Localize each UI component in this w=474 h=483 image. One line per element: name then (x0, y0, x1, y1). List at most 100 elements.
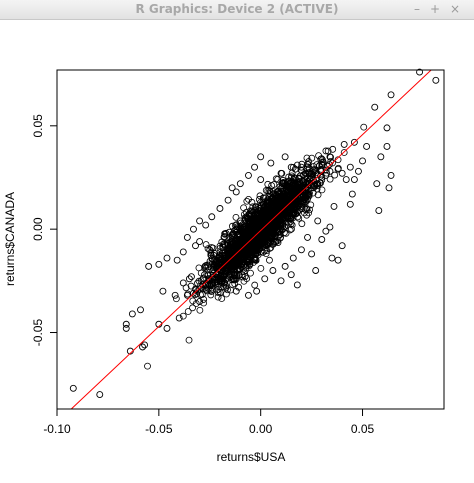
data-point (306, 189, 313, 197)
data-point (253, 237, 261, 244)
data-point (285, 219, 293, 227)
data-point (272, 175, 280, 183)
data-point (298, 167, 306, 174)
data-point (184, 290, 192, 298)
data-point (432, 76, 440, 84)
data-point (300, 209, 308, 217)
data-point (273, 228, 281, 236)
data-point (209, 255, 216, 262)
data-point (281, 197, 289, 204)
data-point (227, 286, 235, 294)
data-point (200, 299, 208, 307)
data-point (318, 236, 326, 243)
data-point (172, 295, 180, 303)
data-point (251, 251, 259, 259)
data-point (175, 314, 183, 322)
data-point (288, 202, 295, 210)
data-point (267, 159, 275, 167)
data-point (319, 156, 326, 164)
data-point (243, 197, 251, 205)
data-point (270, 197, 278, 204)
data-point (326, 161, 333, 168)
data-point (202, 241, 210, 248)
data-point (196, 238, 204, 246)
data-point (334, 164, 342, 172)
data-point (281, 262, 289, 270)
data-point (204, 245, 212, 253)
data-point (288, 185, 296, 193)
data-point (306, 206, 313, 214)
close-button[interactable]: × (449, 2, 461, 16)
data-point (196, 217, 204, 225)
data-point (189, 297, 197, 305)
data-point (297, 246, 305, 254)
data-point (317, 165, 325, 173)
data-point (270, 221, 278, 229)
data-point (375, 207, 383, 215)
data-point (208, 244, 215, 251)
data-point (207, 291, 215, 299)
data-point (245, 171, 252, 179)
data-point (314, 182, 321, 189)
data-point (264, 226, 272, 234)
data-point (96, 391, 104, 398)
data-point (278, 180, 286, 187)
y-axis-label: returns$CANADA (3, 192, 17, 286)
data-point (232, 188, 240, 196)
data-point (387, 171, 395, 179)
data-point (294, 187, 302, 194)
regression-line (70, 69, 432, 410)
data-point (416, 68, 424, 76)
data-point (217, 256, 225, 264)
data-point (163, 254, 171, 262)
data-point (266, 256, 273, 264)
data-point (242, 246, 250, 254)
data-point (144, 362, 151, 370)
data-point (128, 310, 136, 318)
plot-frame (56, 69, 445, 410)
data-point (298, 220, 306, 228)
plot-area: -0.10 -0.05 0.00 0.05 -0.05 0.00 0.05 returns… (0, 20, 474, 479)
dense-cloud-layer (144, 123, 368, 370)
data-point (303, 170, 311, 178)
data-point (196, 306, 204, 314)
data-point (257, 264, 265, 272)
data-point (242, 230, 250, 238)
data-point (318, 186, 326, 194)
maximize-button[interactable]: + (429, 2, 441, 16)
data-point (208, 284, 216, 292)
data-point (331, 171, 339, 179)
data-point (204, 263, 212, 271)
data-point (277, 277, 285, 285)
data-point (215, 286, 222, 293)
data-point (238, 256, 245, 264)
data-point (272, 195, 280, 203)
data-point (219, 249, 226, 257)
data-point (224, 286, 231, 294)
data-point (262, 194, 270, 202)
data-point (245, 240, 253, 248)
data-point (274, 203, 282, 211)
data-point (293, 180, 301, 187)
data-point (245, 195, 252, 203)
data-point (163, 324, 171, 332)
data-point (296, 189, 304, 197)
window-titlebar[interactable]: R Graphics: Device 2 (ACTIVE) – + × (0, 0, 474, 20)
data-point (268, 182, 276, 189)
data-point (253, 287, 261, 295)
data-point (330, 202, 338, 210)
data-point (338, 169, 346, 177)
data-point (240, 211, 248, 218)
minimize-button[interactable]: – (414, 2, 420, 16)
data-point (179, 312, 187, 320)
data-point (383, 124, 391, 132)
data-point (329, 159, 336, 167)
data-point (274, 193, 282, 201)
data-point (305, 169, 312, 177)
data-point (363, 143, 371, 150)
data-point (208, 255, 216, 263)
data-point (258, 222, 265, 230)
data-point (190, 225, 197, 233)
data-point (271, 232, 279, 239)
